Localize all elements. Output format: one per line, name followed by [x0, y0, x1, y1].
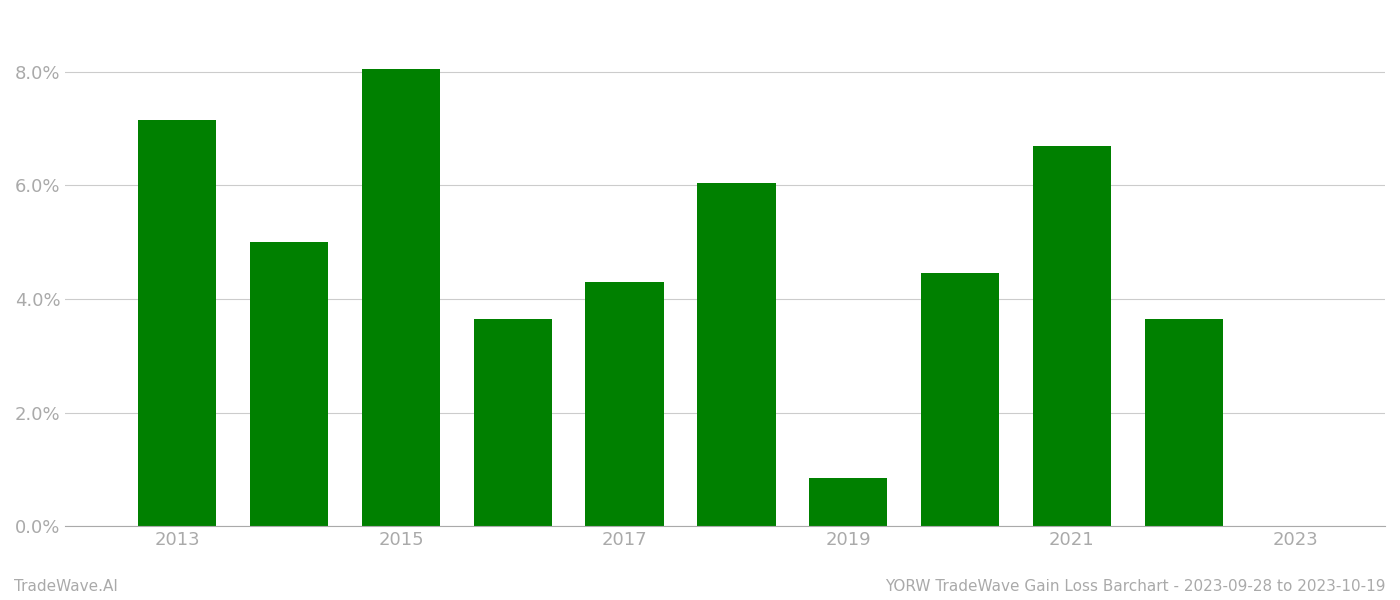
Text: TradeWave.AI: TradeWave.AI	[14, 579, 118, 594]
Bar	[697, 182, 776, 526]
Bar	[361, 69, 440, 526]
Bar	[473, 319, 552, 526]
Bar	[809, 478, 888, 526]
Bar	[1033, 146, 1112, 526]
Bar	[585, 282, 664, 526]
Bar	[139, 120, 217, 526]
Bar	[251, 242, 328, 526]
Bar	[1145, 319, 1222, 526]
Text: YORW TradeWave Gain Loss Barchart - 2023-09-28 to 2023-10-19: YORW TradeWave Gain Loss Barchart - 2023…	[885, 579, 1386, 594]
Bar	[921, 274, 1000, 526]
